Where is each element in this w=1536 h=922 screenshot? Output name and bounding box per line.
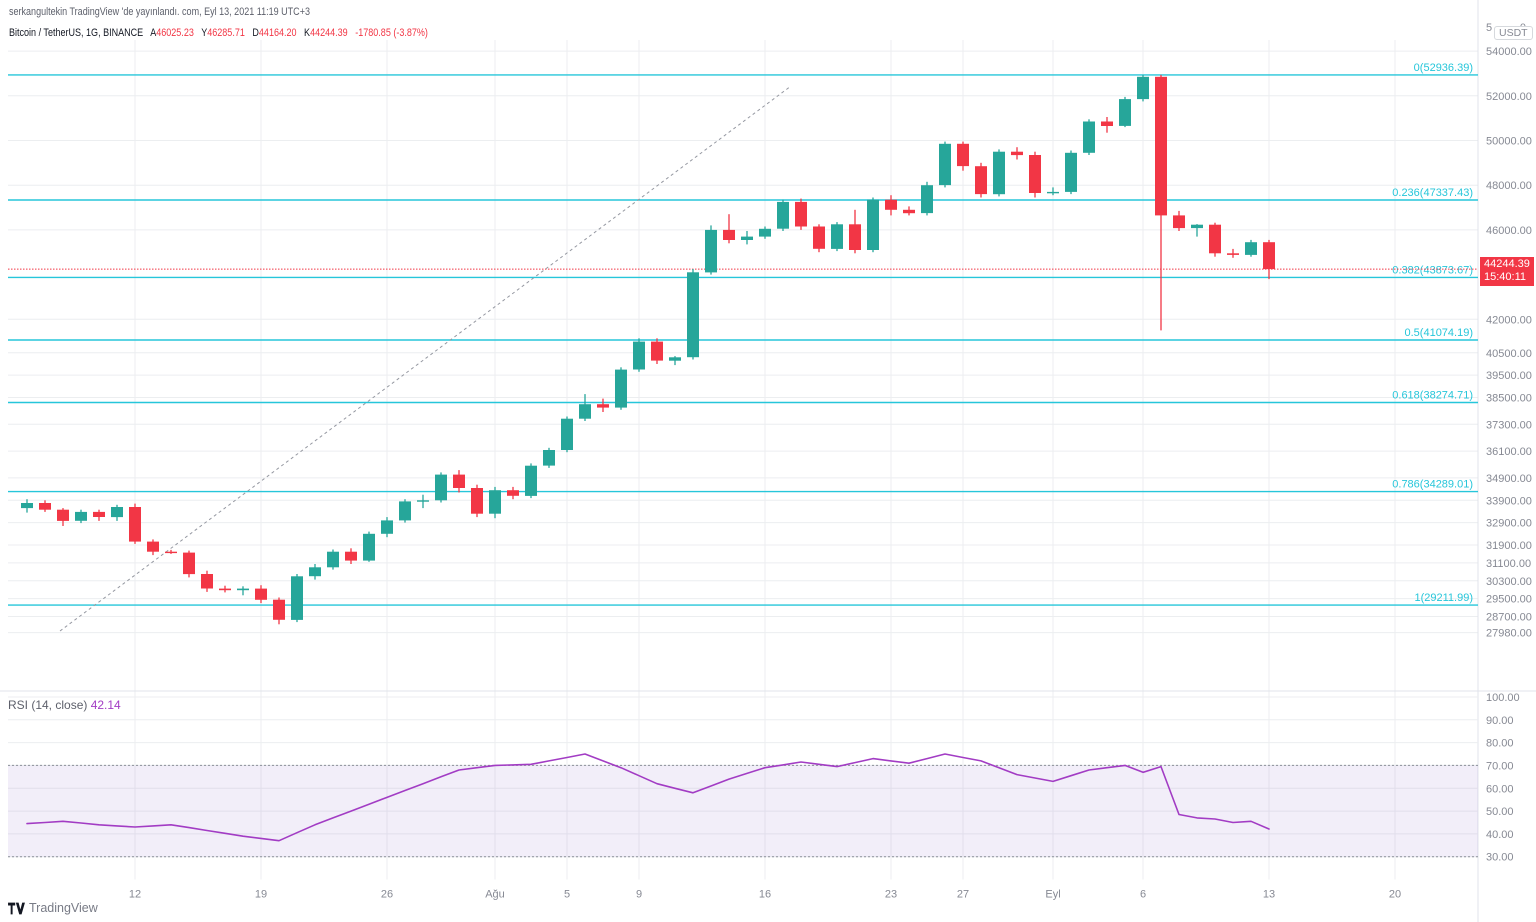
- svg-text:70.00: 70.00: [1486, 760, 1514, 772]
- svg-text:RSI (14, close) 42.14: RSI (14, close) 42.14: [8, 698, 121, 712]
- svg-text:0.786(34289.01): 0.786(34289.01): [1392, 479, 1473, 491]
- svg-text:32900.00: 32900.00: [1486, 518, 1532, 530]
- svg-text:9: 9: [636, 889, 642, 901]
- svg-text:30.00: 30.00: [1486, 852, 1514, 864]
- svg-text:0(52936.39): 0(52936.39): [1414, 62, 1473, 74]
- svg-text:5: 5: [1486, 22, 1492, 34]
- svg-text:54000.00: 54000.00: [1486, 46, 1532, 58]
- svg-text:20: 20: [1389, 889, 1401, 901]
- svg-text:Eyl: Eyl: [1045, 889, 1060, 901]
- svg-text:6: 6: [1140, 889, 1146, 901]
- svg-text:36100.00: 36100.00: [1486, 446, 1532, 458]
- svg-text:Ağu: Ağu: [485, 889, 505, 901]
- svg-text:5: 5: [564, 889, 570, 901]
- svg-text:29500.00: 29500.00: [1486, 594, 1532, 606]
- svg-text:16: 16: [759, 889, 771, 901]
- svg-text:48000.00: 48000.00: [1486, 180, 1532, 192]
- svg-text:40.00: 40.00: [1486, 829, 1514, 841]
- svg-text:60.00: 60.00: [1486, 783, 1514, 795]
- svg-text:23: 23: [885, 889, 897, 901]
- svg-text:0.236(47337.43): 0.236(47337.43): [1392, 187, 1473, 199]
- svg-text:27: 27: [957, 889, 969, 901]
- svg-text:42000.00: 42000.00: [1486, 314, 1532, 326]
- svg-text:52000.00: 52000.00: [1486, 91, 1532, 103]
- svg-text:0.5(41074.19): 0.5(41074.19): [1405, 327, 1474, 339]
- svg-text:0.618(38274.71): 0.618(38274.71): [1392, 390, 1473, 402]
- svg-text:90.00: 90.00: [1486, 715, 1514, 727]
- svg-text:26: 26: [381, 889, 393, 901]
- svg-text:28700.00: 28700.00: [1486, 612, 1532, 624]
- svg-text:31900.00: 31900.00: [1486, 540, 1532, 552]
- svg-text:46000.00: 46000.00: [1486, 225, 1532, 237]
- svg-text:50.00: 50.00: [1486, 806, 1514, 818]
- svg-text:30300.00: 30300.00: [1486, 576, 1532, 588]
- svg-text:39500.00: 39500.00: [1486, 370, 1532, 382]
- svg-text:12: 12: [129, 889, 141, 901]
- svg-text:38500.00: 38500.00: [1486, 393, 1532, 405]
- svg-text:50000.00: 50000.00: [1486, 136, 1532, 148]
- svg-text:33900.00: 33900.00: [1486, 495, 1532, 507]
- svg-text:31100.00: 31100.00: [1486, 558, 1531, 570]
- svg-text:27980.00: 27980.00: [1486, 628, 1532, 640]
- svg-text:37300.00: 37300.00: [1486, 419, 1532, 431]
- svg-text:80.00: 80.00: [1486, 738, 1514, 750]
- svg-text:19: 19: [255, 889, 267, 901]
- svg-text:13: 13: [1263, 889, 1275, 901]
- svg-text:34900.00: 34900.00: [1486, 473, 1532, 485]
- svg-text:1(29211.99): 1(29211.99): [1414, 592, 1473, 604]
- svg-text:100.00: 100.00: [1486, 692, 1520, 704]
- svg-text:40500.00: 40500.00: [1486, 348, 1532, 360]
- svg-text:0.382(43873.67): 0.382(43873.67): [1392, 264, 1473, 276]
